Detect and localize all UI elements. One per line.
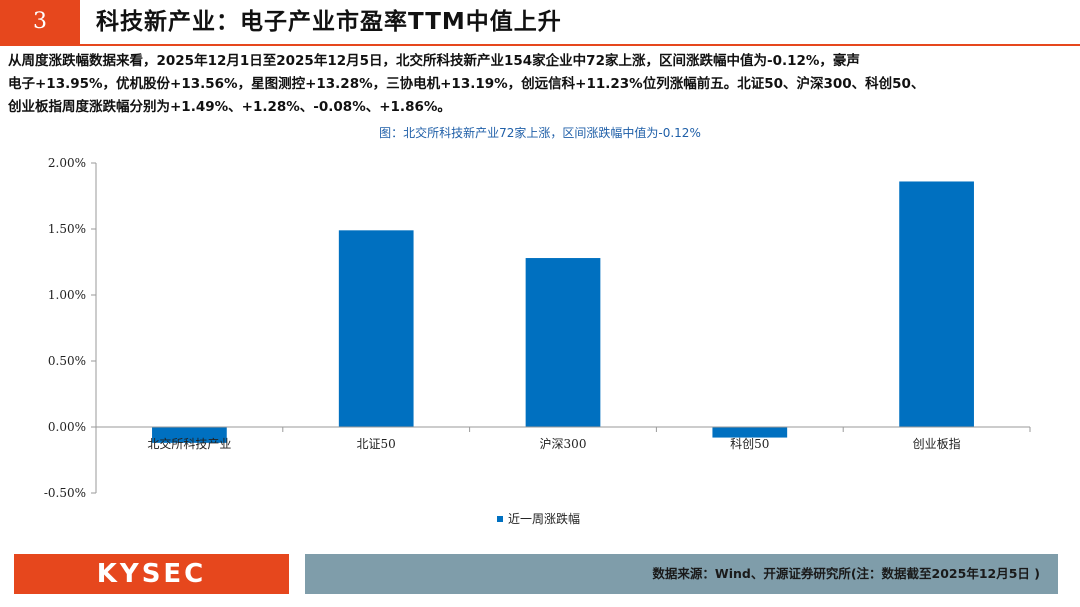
intro-line-2: 电子+13.95%，优机股份+13.56%，星图测控+13.28%，三协电机+1… xyxy=(8,76,925,92)
data-source: 数据来源：Wind、开源证券研究所(注：数据截至2025年12月5日 ) xyxy=(652,566,1040,581)
bar-5 xyxy=(899,181,974,427)
x-tick-label: 北交所科技产业 xyxy=(147,436,231,451)
bar-1 xyxy=(152,427,227,443)
bar-2 xyxy=(338,230,414,427)
legend-swatch xyxy=(497,516,503,522)
y-tick-label: 0.50% xyxy=(48,354,86,368)
y-tick-label: 0.00% xyxy=(48,420,86,434)
x-tick-label: 沪深300 xyxy=(540,437,587,451)
y-tick-label: -0.50% xyxy=(44,486,86,500)
x-tick-label: 科创50 xyxy=(730,437,769,451)
x-tick-label: 创业板指 xyxy=(913,436,961,451)
y-tick-label: 1.50% xyxy=(48,222,86,236)
intro-line-3: 创业板指周度涨跌幅分别为+1.49%、+1.28%、-0.08%、+1.86%。 xyxy=(8,99,451,115)
bar-chart: -0.50% 0.00% 0.50% 1.00% 1.50% 2.00% 北交所科技产业 北证… xyxy=(44,156,1031,526)
section-number: 3 xyxy=(0,0,80,44)
y-tick-label: 2.00% xyxy=(48,156,86,170)
bar-4 xyxy=(712,427,788,438)
x-tick-label: 北证50 xyxy=(357,437,396,451)
footer-bar: 数据来源：Wind、开源证券研究所(注：数据截至2025年12月5日 ) xyxy=(305,554,1058,594)
kysec-logo: KYSEC xyxy=(14,554,289,594)
y-tick-label: 1.00% xyxy=(48,288,86,302)
legend-label: 近一周涨跌幅 xyxy=(508,511,580,526)
page-title: 科技新产业：电子产业市盈率TTM中值上升 xyxy=(96,9,562,35)
intro-text: 从周度涨跌幅数据来看，2025年12月1日至2025年12月5日，北交所科技新产… xyxy=(8,50,1074,119)
header-divider xyxy=(0,44,1080,46)
chart-title: 图：北交所科技新产业72家上涨，区间涨跌幅中值为-0.12% xyxy=(379,126,701,140)
bar-3 xyxy=(525,258,601,427)
header: 3 科技新产业：电子产业市盈率TTM中值上升 xyxy=(0,0,1080,44)
intro-line-1: 从周度涨跌幅数据来看，2025年12月1日至2025年12月5日，北交所科技新产… xyxy=(8,53,860,69)
